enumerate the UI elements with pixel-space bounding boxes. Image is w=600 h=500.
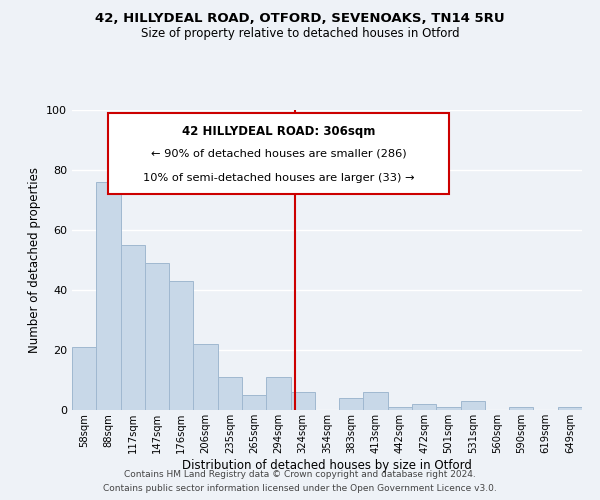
Bar — [461, 401, 485, 410]
Bar — [108, 113, 449, 194]
Text: ← 90% of detached houses are smaller (286): ← 90% of detached houses are smaller (28… — [151, 149, 406, 159]
Y-axis label: Number of detached properties: Number of detached properties — [28, 167, 41, 353]
Bar — [290, 392, 315, 410]
Bar — [339, 398, 364, 410]
Text: 42 HILLYDEAL ROAD: 306sqm: 42 HILLYDEAL ROAD: 306sqm — [182, 125, 375, 138]
Bar — [412, 404, 436, 410]
Bar — [121, 245, 145, 410]
Text: Contains HM Land Registry data © Crown copyright and database right 2024.: Contains HM Land Registry data © Crown c… — [124, 470, 476, 479]
Bar — [72, 347, 96, 410]
X-axis label: Distribution of detached houses by size in Otford: Distribution of detached houses by size … — [182, 458, 472, 471]
Bar — [266, 377, 290, 410]
Text: Contains public sector information licensed under the Open Government Licence v3: Contains public sector information licen… — [103, 484, 497, 493]
Bar — [193, 344, 218, 410]
Bar — [436, 407, 461, 410]
Bar — [242, 395, 266, 410]
Bar — [169, 281, 193, 410]
Bar — [96, 182, 121, 410]
Bar — [364, 392, 388, 410]
Bar — [509, 407, 533, 410]
Bar — [145, 263, 169, 410]
Text: 42, HILLYDEAL ROAD, OTFORD, SEVENOAKS, TN14 5RU: 42, HILLYDEAL ROAD, OTFORD, SEVENOAKS, T… — [95, 12, 505, 26]
Text: Size of property relative to detached houses in Otford: Size of property relative to detached ho… — [140, 28, 460, 40]
Text: 10% of semi-detached houses are larger (33) →: 10% of semi-detached houses are larger (… — [143, 173, 415, 183]
Bar — [218, 377, 242, 410]
Bar — [388, 407, 412, 410]
Bar — [558, 407, 582, 410]
